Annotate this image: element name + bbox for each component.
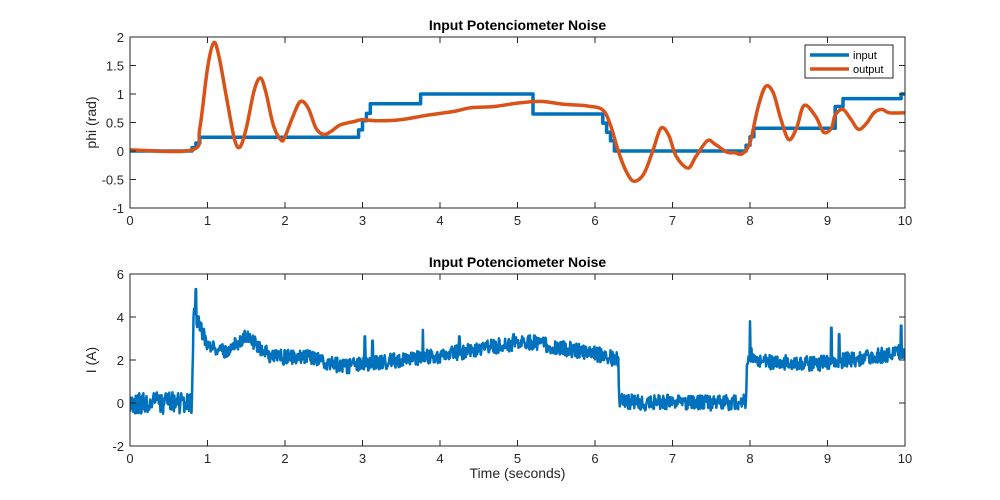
y-tick-label: 1.5	[106, 59, 124, 74]
chart-title: Input Potenciometer Noise	[429, 254, 607, 270]
legend-label-output: output	[853, 64, 884, 76]
y-tick-label: 0	[117, 396, 124, 411]
x-tick-label: 10	[898, 213, 912, 228]
x-tick-label: 4	[436, 451, 443, 466]
x-tick-label: 9	[824, 451, 831, 466]
y-axis-label: phi (rad)	[83, 96, 99, 148]
plot-area	[130, 37, 905, 208]
y-tick-label: 1	[117, 87, 124, 102]
x-tick-label: 1	[204, 451, 211, 466]
x-tick-label: 0	[126, 213, 133, 228]
x-tick-label: 5	[514, 213, 521, 228]
x-tick-label: 6	[591, 451, 598, 466]
x-tick-label: 10	[898, 451, 912, 466]
x-tick-label: 6	[591, 213, 598, 228]
y-tick-label: 6	[117, 267, 124, 282]
x-tick-label: 3	[359, 213, 366, 228]
legend-box	[804, 44, 894, 79]
x-tick-label: 5	[514, 451, 521, 466]
y-tick-label: 0	[117, 144, 124, 159]
y-tick-label: 0.5	[106, 116, 124, 131]
top-axes: 0 1 2 3 4 5 6 7 8 9 10 -1 -0.5 0 0.5 1 1.5 2 Input Potenci…	[83, 17, 912, 228]
series-group	[130, 40, 905, 183]
y-tick-label: 2	[117, 30, 124, 45]
y-tick-label: -0.5	[102, 173, 124, 188]
x-tick-label: 2	[281, 213, 288, 228]
legend: input output	[804, 44, 894, 79]
y-tick-label: -1	[112, 201, 124, 216]
series-group	[130, 287, 905, 415]
x-tick-label: 9	[824, 213, 831, 228]
x-axis-label: Time (seconds)	[470, 465, 566, 481]
series-line-output	[130, 40, 905, 183]
y-tick-label: 2	[117, 353, 124, 368]
chart-title: Input Potenciometer Noise	[429, 17, 607, 33]
x-tick-label: 4	[436, 213, 443, 228]
y-axis-label: I (A)	[83, 347, 99, 373]
x-tick-label: 7	[669, 213, 676, 228]
x-tick-label: 8	[746, 451, 753, 466]
series-line-series-0	[130, 287, 905, 415]
legend-label-input: input	[853, 50, 877, 62]
x-tick-label: 0	[126, 451, 133, 466]
x-tick-label: 8	[746, 213, 753, 228]
x-tick-label: 3	[359, 451, 366, 466]
x-tick-label: 2	[281, 451, 288, 466]
x-tick-label: 1	[204, 213, 211, 228]
y-tick-label: -2	[112, 439, 124, 454]
y-tick-label: 4	[117, 310, 124, 325]
x-tick-label: 7	[669, 451, 676, 466]
